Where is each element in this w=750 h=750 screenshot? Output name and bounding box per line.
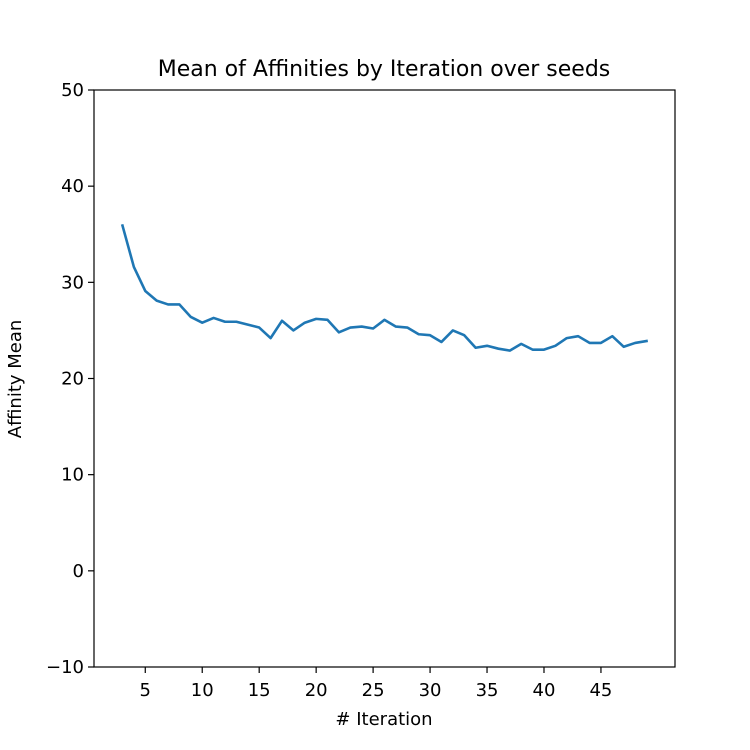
x-tick-label: 10 <box>191 680 214 701</box>
y-tick-label: −10 <box>46 657 84 678</box>
x-axis: 5 10 15 20 25 30 35 40 45 <box>140 667 612 701</box>
x-tick-label: 15 <box>248 680 271 701</box>
y-tick-label: 40 <box>61 176 84 197</box>
x-tick-label: 20 <box>305 680 328 701</box>
y-tick-label: 50 <box>61 80 84 101</box>
x-tick-label: 45 <box>589 680 612 701</box>
x-axis-label: # Iteration <box>335 709 432 730</box>
x-tick-label: 35 <box>476 680 499 701</box>
chart-title: Mean of Affinities by Iteration over see… <box>158 57 611 82</box>
y-tick-label: 10 <box>61 465 84 486</box>
x-tick-label: 30 <box>419 680 442 701</box>
y-tick-label: 30 <box>61 272 84 293</box>
y-tick-label: 20 <box>61 369 84 390</box>
series-line <box>120 223 649 352</box>
y-axis-label: Affinity Mean <box>5 320 26 439</box>
x-tick-label: 5 <box>140 680 151 701</box>
plot-area <box>120 223 649 352</box>
x-tick-label: 40 <box>533 680 556 701</box>
y-tick-label: 0 <box>73 561 84 582</box>
x-tick-label: 25 <box>362 680 385 701</box>
y-axis: −10 0 10 20 30 40 50 <box>46 80 94 678</box>
plot-frame <box>93 89 676 668</box>
